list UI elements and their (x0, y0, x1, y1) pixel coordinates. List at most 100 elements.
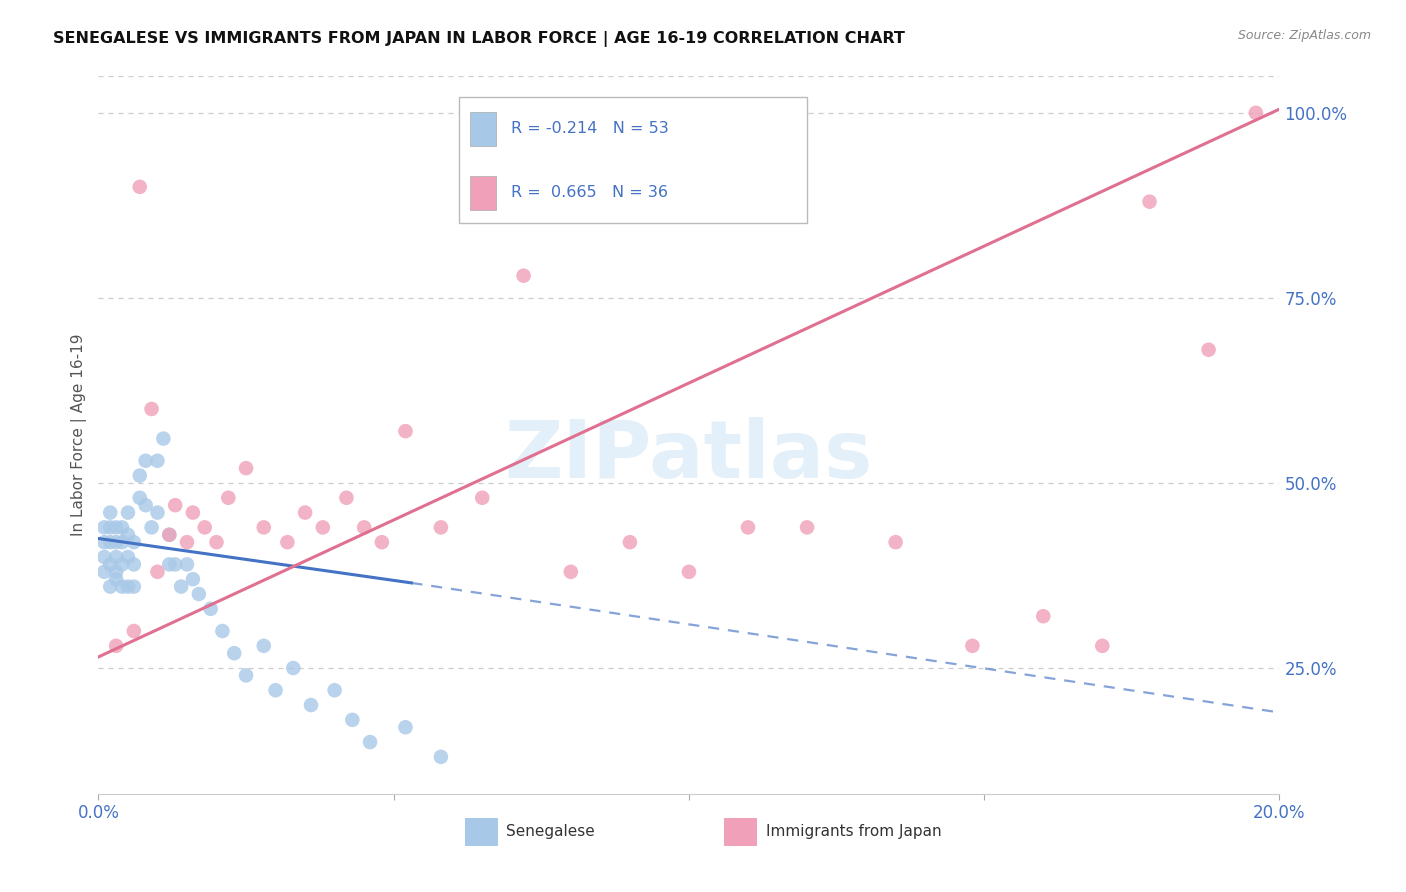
Point (165, 498, 187, 512)
Text: R = -0.214   N = 53: R = -0.214 N = 53 (510, 121, 668, 136)
Point (157, 528, 180, 542)
Point (128, 179, 150, 194)
Point (294, 506, 316, 520)
Point (235, 668, 257, 682)
Point (253, 639, 276, 653)
Bar (471, 176, 496, 211)
Bar (464, 818, 498, 846)
Point (105, 549, 128, 564)
Point (176, 535, 198, 549)
Point (117, 580, 139, 594)
Point (165, 558, 187, 572)
Point (200, 602, 222, 616)
Point (181, 572, 204, 586)
Point (93, 565, 115, 579)
Point (335, 491, 357, 505)
Point (93, 520, 115, 534)
Point (283, 661, 305, 675)
Point (342, 713, 364, 727)
Point (98, 580, 121, 594)
Point (105, 535, 128, 549)
Text: Senegalese: Senegalese (506, 824, 595, 839)
Point (146, 565, 169, 579)
Point (128, 491, 150, 505)
Point (117, 549, 139, 564)
Point (235, 461, 257, 475)
Point (146, 506, 169, 520)
Y-axis label: In Labor Force | Age 16-19: In Labor Force | Age 16-19 (72, 334, 87, 536)
Point (111, 520, 134, 534)
Point (157, 528, 180, 542)
Point (111, 535, 134, 549)
Point (135, 498, 157, 512)
FancyBboxPatch shape (458, 97, 807, 223)
Point (1198, 343, 1220, 357)
Point (253, 520, 276, 534)
Point (105, 520, 128, 534)
Point (141, 401, 163, 416)
Point (1139, 194, 1161, 209)
Point (157, 558, 180, 572)
Point (152, 432, 174, 446)
Point (371, 535, 394, 549)
Point (98, 520, 121, 534)
Point (111, 580, 134, 594)
Point (678, 565, 700, 579)
Bar (724, 818, 758, 846)
Point (135, 454, 157, 468)
Text: Immigrants from Japan: Immigrants from Japan (766, 824, 942, 839)
Point (299, 698, 322, 712)
Point (1032, 609, 1054, 624)
Point (122, 535, 145, 549)
Point (176, 558, 198, 572)
Point (105, 565, 128, 579)
Text: R =  0.665   N = 36: R = 0.665 N = 36 (510, 186, 668, 201)
Point (205, 535, 228, 549)
Point (98, 558, 121, 572)
Point (394, 424, 416, 438)
Text: Source: ZipAtlas.com: Source: ZipAtlas.com (1237, 29, 1371, 42)
Point (122, 624, 145, 638)
Point (170, 580, 193, 594)
Point (105, 572, 128, 586)
Point (560, 565, 582, 579)
Point (1091, 639, 1114, 653)
Point (264, 683, 287, 698)
Point (962, 639, 984, 653)
Point (211, 624, 233, 638)
Point (471, 491, 494, 505)
Point (430, 520, 453, 534)
Point (111, 558, 134, 572)
Point (122, 558, 145, 572)
Point (93, 549, 115, 564)
Point (323, 683, 346, 698)
Point (117, 528, 139, 542)
Point (128, 468, 150, 483)
Point (394, 720, 416, 734)
Text: ZIPatlas: ZIPatlas (505, 417, 873, 495)
Point (276, 535, 298, 549)
Point (98, 535, 121, 549)
Point (353, 520, 375, 534)
Point (884, 535, 907, 549)
Point (141, 520, 163, 534)
Point (105, 639, 128, 653)
Point (181, 506, 204, 520)
Point (619, 535, 641, 549)
Point (430, 750, 453, 764)
Point (224, 646, 246, 660)
Point (98, 506, 121, 520)
Point (312, 520, 335, 534)
Point (117, 506, 139, 520)
Point (359, 735, 381, 749)
Point (146, 454, 169, 468)
Point (1244, 105, 1267, 120)
Point (122, 580, 145, 594)
Point (737, 520, 759, 534)
Point (187, 587, 209, 601)
Point (512, 268, 534, 283)
Point (93, 535, 115, 549)
Point (217, 491, 239, 505)
Point (194, 520, 217, 534)
Point (796, 520, 818, 534)
